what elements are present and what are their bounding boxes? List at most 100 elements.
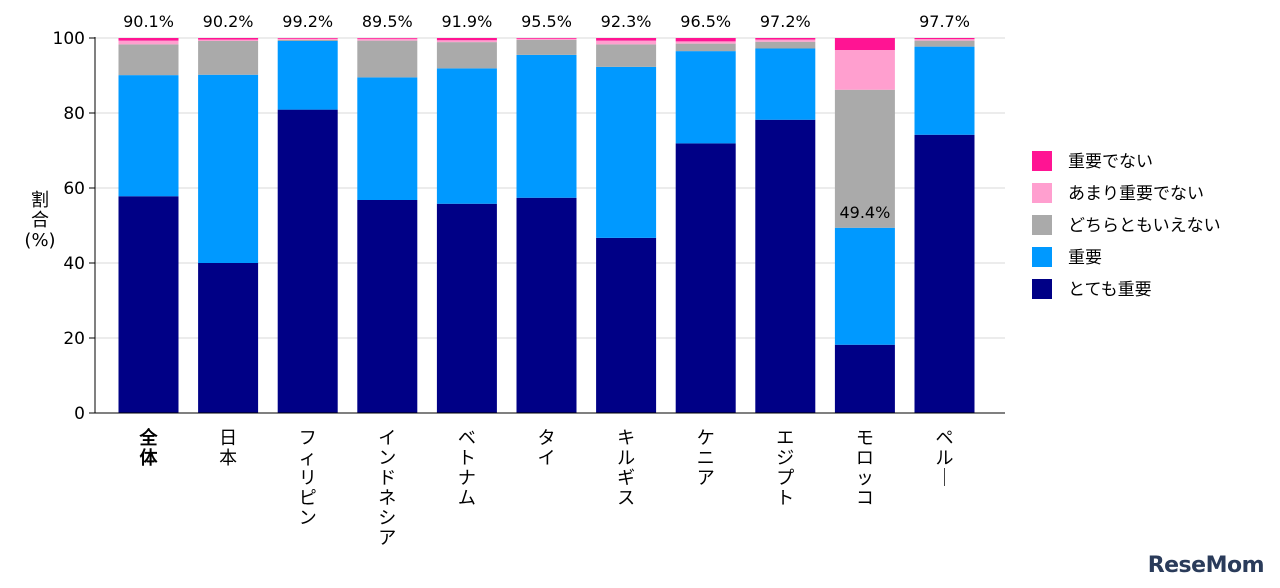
legend-label: 重要でない [1068,152,1153,172]
category-label-char: エ [776,428,794,449]
percent-label: 97.2% [760,12,811,31]
y-tick-label: 20 [63,329,85,349]
bars [118,38,975,413]
bar-segment [834,50,895,90]
percent-label: 91.9% [441,12,492,31]
category-label-char: リ [299,468,317,489]
bar-segment [755,38,816,40]
y-axis-label-line: (%) [24,230,55,251]
bar-segment [118,196,179,413]
bar-segment [357,200,418,413]
category-label-char: ル [936,448,954,469]
category-label-char: イ [538,448,556,469]
percent-label: 92.3% [601,12,652,31]
bar-segment [198,39,259,41]
y-tick-label: 100 [53,29,85,49]
y-tick-label: 60 [63,179,85,199]
bar-segment [516,197,577,413]
y-tick-label: 0 [74,404,85,424]
percent-label: 89.5% [362,12,413,31]
category-label-char: ス [617,488,635,509]
category-label-char: ニ [697,448,715,469]
category-label-char: 全 [139,427,159,449]
bar-segment [277,41,338,110]
bar-segment [277,38,338,39]
bar-segment [516,38,577,39]
category-label-char: ジ [776,448,794,469]
category-label-char: タ [538,428,556,449]
category-label-char: ア [697,468,715,489]
bar-segment [675,143,736,413]
category-label-char: ロ [856,448,874,469]
y-ticks: 0 20 40 60 80 100 [53,29,95,424]
bar-segment [834,38,895,50]
percent-label: 90.1% [123,12,174,31]
bar-segment [357,38,418,41]
category-label-char: 本 [219,448,237,469]
category-label-char: ペ [936,428,954,449]
bar-segment [118,44,179,76]
bar-segment [914,134,975,413]
category-label-char: ギ [617,468,635,489]
bar-segment [596,44,657,67]
bar-segment [675,51,736,144]
bar-segment [516,39,577,55]
category-label-char: ム [458,488,476,509]
bar-segment [675,38,736,42]
legend-swatch [1032,215,1052,235]
bar-segment [516,38,577,40]
bar-segment [596,237,657,413]
percent-annotations: 90.1% 90.2% 99.2% 89.5% 91.9% 95.5% 92.3% 96.5%… [123,12,970,222]
bar-segment [436,203,497,413]
bar-segment [596,40,657,45]
category-label-char: ナ [458,468,476,489]
category-label-char: ド [378,468,396,489]
bar-segment [675,41,736,44]
category-label-char: ア [378,528,396,549]
bar-segment [914,40,975,47]
y-axis-label: 割合(%) [24,190,55,251]
y-axis-label-line: 割 [31,190,49,211]
bar-segment [834,227,895,345]
category-label-char: ト [776,488,794,509]
bar-segment [436,42,497,69]
axes [94,37,1005,414]
category-label-char: モ [856,428,874,449]
percent-label: 90.2% [203,12,254,31]
category-label-char: ン [378,448,396,469]
legend-swatch [1032,183,1052,203]
bar-segment [596,66,657,238]
bar-segment [118,40,179,45]
bar-segment [914,39,975,41]
percent-label: 99.2% [282,12,333,31]
bar-segment [436,38,497,41]
legend-swatch [1032,247,1052,267]
legend-label: 重要 [1068,248,1102,268]
bar-segment [198,38,259,40]
legend-label: とても重要 [1068,280,1152,300]
legend-swatch [1032,151,1052,171]
category-label-char: シ [378,508,396,529]
bar-segment [198,74,259,263]
category-label-char: コ [856,488,874,509]
category-label-char: ト [458,448,476,469]
bar-segment [277,109,338,413]
bar-segment [834,344,895,413]
bar-segment [755,39,816,42]
bar-segment [198,41,259,75]
category-label-char: ネ [378,488,396,509]
category-label-char: ｜ [936,468,954,489]
category-label-char: 体 [140,447,159,469]
resemom-logo: ReseMom [1147,553,1265,578]
category-label-char: ピ [299,488,317,509]
bar-segment [277,39,338,41]
bar-segment [357,40,418,78]
bar-segment [914,46,975,135]
bar-segment [118,38,179,41]
legend-label: あまり重要でない [1068,184,1204,204]
category-label-char: イ [378,428,396,449]
bar-segment [755,41,816,49]
percent-label: 49.4% [839,203,890,222]
